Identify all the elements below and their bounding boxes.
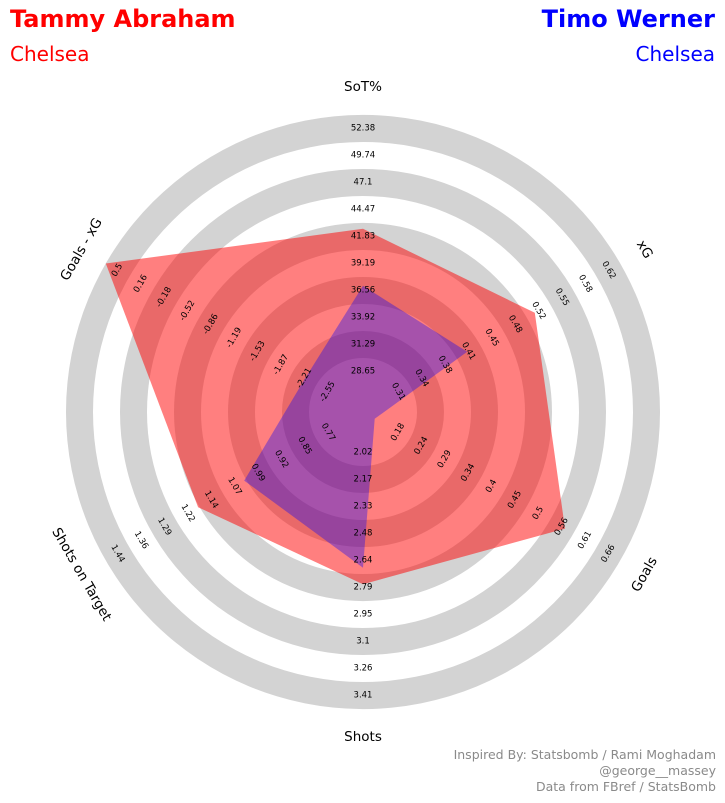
- axis-tick-label: 41.83: [351, 232, 375, 242]
- axis-tick-label: 2.64: [354, 556, 373, 566]
- axis-tick-label: 0.58: [576, 273, 594, 294]
- axis-tick-label: 1.22: [179, 503, 197, 524]
- player1-team: Chelsea: [10, 42, 90, 66]
- axis-tick-label: 0.61: [576, 530, 594, 551]
- series-polygon: [244, 285, 468, 568]
- axis-tick-label: 36.56: [351, 286, 375, 296]
- series-polygon: [105, 228, 566, 585]
- credit-line-handle: @george__massey: [599, 763, 716, 778]
- axis-tick-label: 31.29: [351, 340, 375, 350]
- axis-tick-label: 28.65: [351, 367, 375, 377]
- axis-tick-label: 2.48: [354, 529, 373, 539]
- axis-label: SoT%: [344, 79, 382, 95]
- axis-tick-label: 2.17: [354, 475, 373, 485]
- player1-name: Tammy Abraham: [10, 5, 236, 33]
- axis-tick-label: 2.33: [354, 502, 373, 512]
- axis-tick-label: 39.19: [351, 259, 375, 269]
- axis-label: Goals: [628, 554, 661, 595]
- axis-label: Goals - xG: [57, 215, 106, 283]
- axis-tick-label: 33.92: [351, 313, 375, 323]
- player2-team: Chelsea: [635, 42, 715, 66]
- axis-tick-label: 47.1: [354, 178, 373, 188]
- credits: Inspired By: Statsbomb / Rami Moghadam @…: [454, 747, 716, 795]
- credit-line-inspired: Inspired By: Statsbomb / Rami Moghadam: [453, 747, 716, 762]
- axis-tick-label: 3.41: [354, 691, 373, 701]
- axis-tick-label: 49.74: [351, 151, 375, 161]
- axis-tick-label: 1.36: [132, 530, 150, 551]
- axis-tick-label: 44.47: [351, 205, 375, 215]
- axis-label: Shots: [344, 729, 382, 745]
- axis-tick-label: 52.38: [351, 124, 375, 134]
- axis-tick-label: 2.95: [354, 610, 373, 620]
- axis-tick-label: 2.02: [354, 448, 373, 458]
- axis-tick-label: 3.1: [356, 637, 370, 647]
- credit-line-source: Data from FBref / StatsBomb: [535, 779, 716, 794]
- axis-tick-label: 3.26: [354, 664, 373, 674]
- player2-name: Timo Werner: [541, 5, 715, 33]
- axis-label: xG: [633, 238, 656, 262]
- axis-tick-label: 2.79: [354, 583, 373, 593]
- radar-series: [105, 228, 566, 585]
